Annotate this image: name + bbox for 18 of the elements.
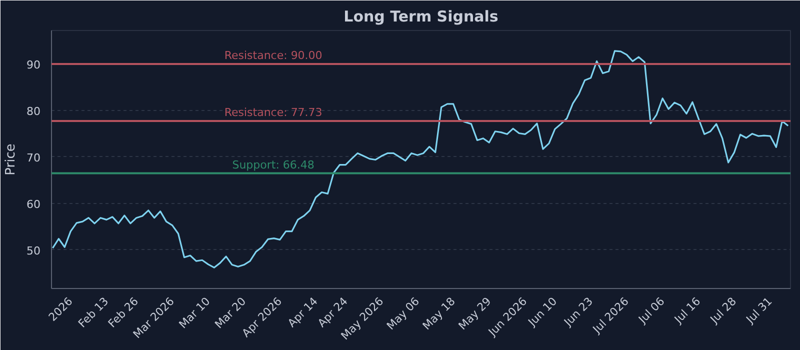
line-series [52, 50, 789, 268]
y-tick-label: 50 [26, 244, 41, 258]
x-tick-label: Apr 14 [285, 294, 320, 330]
chart-title: Long Term Signals [344, 8, 498, 26]
ref-line-label: Support: 66.48 [232, 158, 314, 172]
y-tick-label: 70 [26, 151, 41, 164]
x-tick-label: Jul 28 [707, 294, 739, 327]
x-tick-label: Jul 16 [671, 294, 704, 327]
y-axis-title: Price [4, 144, 19, 176]
y-tick-label: 60 [26, 198, 41, 211]
x-tick-label: Jul 06 [635, 294, 668, 327]
y-tick-label: 80 [26, 104, 41, 118]
x-tick-label: Jul 31 [743, 294, 775, 327]
x-tick-label: Jun 10 [525, 294, 560, 330]
y-tick-label: 90 [26, 58, 41, 72]
ref-line-label: Resistance: 77.73 [224, 106, 322, 120]
x-tick-label: Mar 10 [176, 294, 213, 332]
ref-line-label: Resistance: 90.00 [224, 48, 322, 62]
